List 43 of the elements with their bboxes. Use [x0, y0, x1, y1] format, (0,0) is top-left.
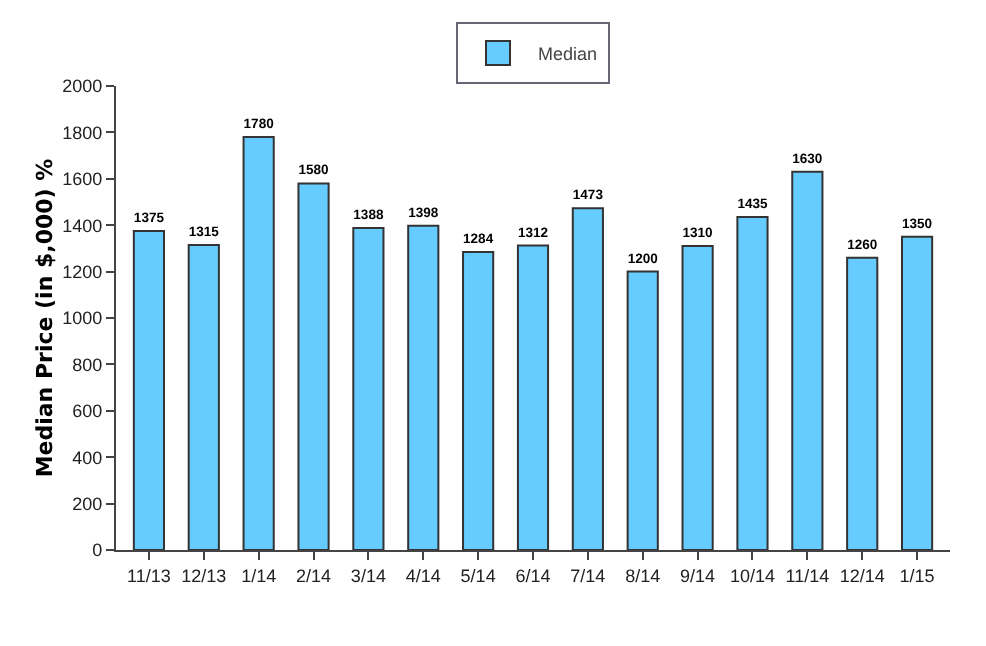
x-tick-label: 2/14 — [295, 565, 332, 586]
bar — [297, 182, 330, 550]
y-tick-label: 200 — [72, 493, 103, 514]
bar — [516, 244, 550, 550]
bar — [352, 226, 385, 550]
x-tick-label: 3/14 — [350, 565, 386, 586]
bar — [571, 207, 604, 550]
bar — [187, 243, 220, 550]
y-tick-label: 400 — [72, 447, 103, 468]
y-tick-label: 800 — [72, 354, 103, 375]
y-tick-label: 1200 — [62, 261, 103, 282]
x-tick-label: 11/14 — [785, 565, 830, 586]
y-tick-label: 1000 — [62, 308, 103, 329]
bar — [846, 256, 879, 550]
x-tick-label: 4/14 — [405, 565, 441, 586]
y-tick-label: 1400 — [62, 215, 103, 236]
bar — [407, 224, 440, 550]
y-tick-label: 600 — [72, 401, 103, 422]
bar — [901, 235, 934, 550]
bar — [242, 136, 275, 550]
x-tick-label: 12/13 — [181, 565, 227, 586]
x-tick-label: 7/14 — [570, 565, 606, 586]
bar — [791, 170, 824, 550]
x-tick-label: 11/13 — [127, 565, 171, 586]
x-tick-label: 5/14 — [460, 565, 496, 586]
x-tick-label: 10/14 — [729, 565, 776, 586]
bar — [626, 270, 659, 550]
bar — [462, 251, 495, 550]
bar — [681, 245, 714, 550]
x-tick-label: 1/14 — [241, 565, 277, 586]
x-tick-label: 1/15 — [899, 565, 935, 586]
legend-label: Median — [538, 44, 598, 65]
y-axis-title: Median Price (in $,000) % — [32, 158, 58, 478]
y-tick-label: 1600 — [62, 169, 103, 190]
y-tick-label: 0 — [92, 540, 103, 561]
x-tick-label: 12/14 — [839, 565, 885, 586]
x-tick-label: 6/14 — [515, 565, 551, 586]
y-tick-label: 1800 — [62, 122, 103, 143]
y-tick-label: 2000 — [62, 76, 103, 97]
bar — [132, 230, 165, 550]
x-tick-label: 8/14 — [625, 565, 661, 586]
bar — [736, 216, 769, 550]
x-tick-label: 9/14 — [680, 565, 716, 586]
